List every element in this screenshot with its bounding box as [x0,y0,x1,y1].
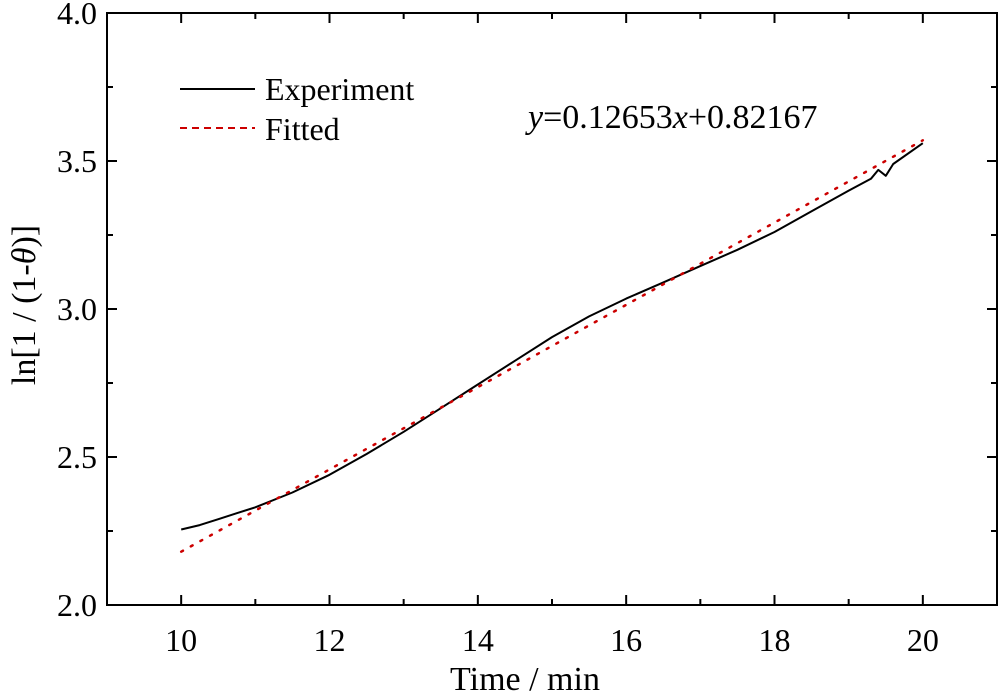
eq-part-intercept: +0.82167 [688,99,818,136]
y-tick-label: 2.5 [57,439,97,475]
x-tick-label: 18 [759,622,791,658]
y-axis-ticks [107,12,997,606]
legend-label-experiment: Experiment [265,71,414,107]
y-tick-label: 2.0 [57,587,97,623]
fit-equation: y=0.12653x+0.82167 [525,99,818,136]
y-tick-label: 3.5 [57,143,97,179]
legend-label-fitted: Fitted [265,111,340,147]
y-axis-title-prefix: ln[1 / (1- [6,264,43,385]
series-line-experiment [180,142,924,531]
y-axis-title-suffix: )] [6,225,43,248]
x-axis-ticks [106,13,998,605]
y-axis-title: ln[1 / (1-θ)] [6,225,43,385]
x-tick-label: 14 [462,622,494,658]
x-tick-label: 12 [314,622,346,658]
x-axis-tick-labels: 10 12 14 16 18 20 [165,622,939,658]
x-tick-label: 20 [907,622,939,658]
y-axis-title-symbol: θ [6,248,43,265]
legend: Experiment Fitted [180,71,414,147]
eq-part-slope: =0.12653 [543,99,673,136]
series-layer [179,139,925,553]
series-line-fitted [179,139,925,553]
x-tick-label: 16 [610,622,642,658]
x-axis-title: Time / min [450,661,600,694]
y-axis-tick-labels: 2.0 2.5 3.0 3.5 4.0 [57,0,97,623]
eq-part-y: y [525,99,544,136]
y-tick-label: 3.0 [57,291,97,327]
x-tick-label: 10 [165,622,197,658]
eq-part-x: x [672,99,688,136]
y-tick-label: 4.0 [57,0,97,31]
